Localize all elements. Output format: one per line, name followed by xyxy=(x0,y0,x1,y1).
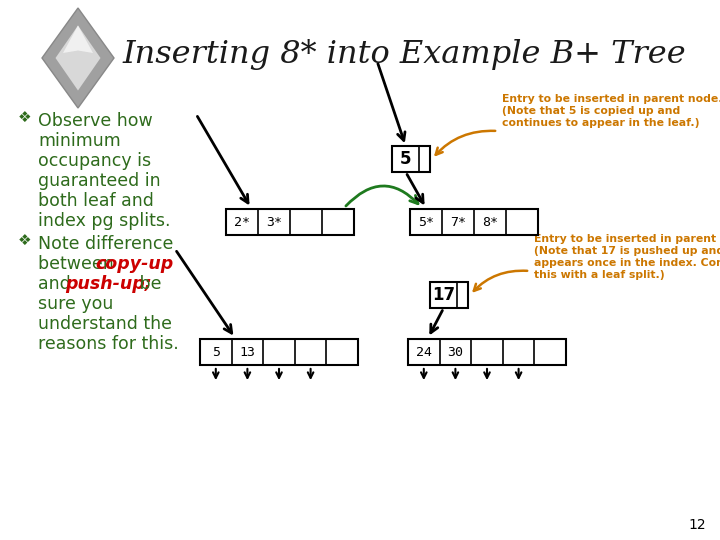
Text: reasons for this.: reasons for this. xyxy=(38,335,179,353)
Text: 5*: 5* xyxy=(418,215,434,228)
Text: copy-up: copy-up xyxy=(95,255,174,273)
Text: push-up;: push-up; xyxy=(65,275,152,293)
Text: 2*: 2* xyxy=(234,215,250,228)
Text: 24: 24 xyxy=(416,346,432,359)
FancyBboxPatch shape xyxy=(410,209,538,235)
Text: minimum: minimum xyxy=(38,132,121,150)
Text: 8*: 8* xyxy=(482,215,498,228)
Text: be: be xyxy=(134,275,161,293)
FancyBboxPatch shape xyxy=(430,282,468,308)
Text: 7*: 7* xyxy=(450,215,466,228)
Text: understand the: understand the xyxy=(38,315,172,333)
Text: and: and xyxy=(38,275,76,293)
Text: appears once in the index. Contrast: appears once in the index. Contrast xyxy=(534,258,720,268)
Text: (Note that 5 is copied up and: (Note that 5 is copied up and xyxy=(502,106,680,116)
FancyBboxPatch shape xyxy=(226,209,354,235)
Text: Inserting 8* into Example B+ Tree: Inserting 8* into Example B+ Tree xyxy=(122,38,685,70)
Text: 5: 5 xyxy=(400,150,411,168)
FancyBboxPatch shape xyxy=(408,339,566,365)
Text: continues to appear in the leaf.): continues to appear in the leaf.) xyxy=(502,118,700,128)
FancyBboxPatch shape xyxy=(200,339,358,365)
Text: Entry to be inserted in parent node.: Entry to be inserted in parent node. xyxy=(534,234,720,244)
Polygon shape xyxy=(63,25,93,53)
Polygon shape xyxy=(42,8,114,108)
Text: index pg splits.: index pg splits. xyxy=(38,212,171,230)
Text: 17: 17 xyxy=(432,286,455,304)
Text: Observe how: Observe how xyxy=(38,112,153,130)
Text: Note difference: Note difference xyxy=(38,235,174,253)
Text: sure you: sure you xyxy=(38,295,113,313)
Text: 5: 5 xyxy=(212,346,220,359)
Text: this with a leaf split.): this with a leaf split.) xyxy=(534,270,665,280)
FancyBboxPatch shape xyxy=(392,146,430,172)
Text: ❖: ❖ xyxy=(18,110,32,125)
Polygon shape xyxy=(55,25,101,91)
Text: 30: 30 xyxy=(447,346,464,359)
Text: between: between xyxy=(38,255,120,273)
Text: (Note that 17 is pushed up and only: (Note that 17 is pushed up and only xyxy=(534,246,720,256)
Text: Entry to be inserted in parent node.: Entry to be inserted in parent node. xyxy=(502,94,720,104)
Text: guaranteed in: guaranteed in xyxy=(38,172,161,190)
Text: 3*: 3* xyxy=(266,215,282,228)
Text: occupancy is: occupancy is xyxy=(38,152,151,170)
Text: 13: 13 xyxy=(239,346,256,359)
Text: ❖: ❖ xyxy=(18,233,32,248)
Text: 12: 12 xyxy=(688,518,706,532)
Text: both leaf and: both leaf and xyxy=(38,192,154,210)
